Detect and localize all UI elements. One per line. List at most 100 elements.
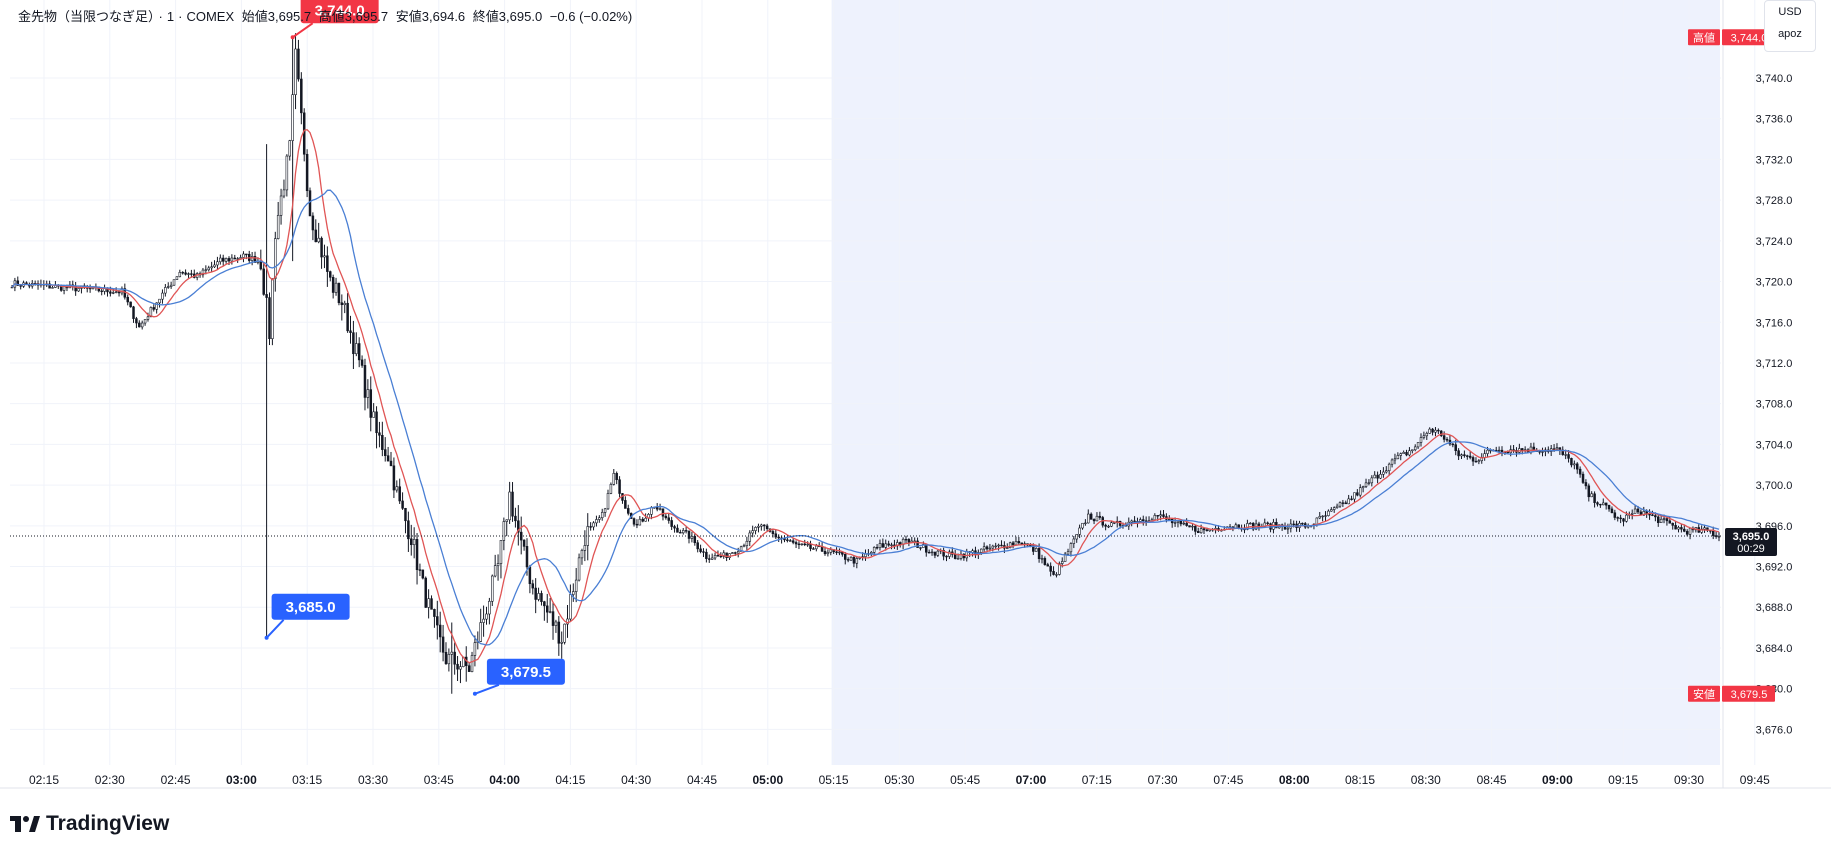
candle-body <box>1622 518 1625 522</box>
callout-text: 3,685.0 <box>286 599 336 616</box>
candle-body <box>982 546 986 550</box>
candle-body <box>612 473 616 485</box>
candle-body <box>493 565 497 577</box>
candle-body <box>673 526 676 529</box>
candle-body <box>1590 493 1593 498</box>
candle-body <box>731 552 734 554</box>
candle-body <box>314 229 318 243</box>
time-tick-label: 03:00 <box>226 773 257 787</box>
currency-box[interactable]: USD apoz <box>1764 0 1816 52</box>
candle-body <box>250 256 254 261</box>
candle-body <box>699 548 702 552</box>
candle-body <box>201 269 205 276</box>
candle-body <box>1570 458 1573 466</box>
candle-body <box>1034 548 1038 552</box>
candle-body <box>1651 514 1654 516</box>
candle-body <box>1179 520 1183 525</box>
candle-body <box>994 545 997 548</box>
callout-box <box>271 593 350 620</box>
candle-body <box>809 543 812 549</box>
candle-body <box>149 307 153 318</box>
candle-body <box>129 301 132 308</box>
low-marker-label: 安値 <box>1693 687 1715 701</box>
candle-body <box>378 432 381 436</box>
candle-body <box>479 622 482 642</box>
candle-body <box>459 666 462 670</box>
candle-body <box>774 533 778 538</box>
candle-body <box>1633 508 1637 514</box>
candle-body <box>1564 454 1567 456</box>
candle-body <box>635 523 639 526</box>
tradingview-logo[interactable]: TradingView <box>10 812 169 836</box>
candle-body <box>1390 459 1394 465</box>
candle-body <box>1445 439 1449 441</box>
candle-body <box>496 563 500 566</box>
candle-body <box>430 598 433 610</box>
candle-body <box>1468 455 1472 458</box>
candle-body <box>433 609 436 617</box>
price-tick-label: 3,736.0 <box>1756 114 1793 126</box>
candle-body <box>1625 514 1628 522</box>
candle-body <box>187 273 190 275</box>
candle-body <box>1185 522 1188 526</box>
candle-body <box>1659 518 1663 523</box>
candle-body <box>1648 513 1651 516</box>
candle-body <box>650 507 653 515</box>
candle-body <box>815 545 818 550</box>
candle-body <box>881 543 885 548</box>
candle-body <box>1668 520 1672 524</box>
time-tick-label: 05:00 <box>752 773 783 787</box>
close-value: 3,695.0 <box>498 9 543 24</box>
candle-body <box>1361 486 1365 489</box>
candle-body <box>734 552 737 554</box>
currency-label[interactable]: USD <box>1778 6 1802 18</box>
candle-body <box>346 302 349 332</box>
candle-body <box>323 255 326 258</box>
candle-body <box>407 520 410 540</box>
candle-body <box>427 598 430 608</box>
brand-name: TradingView <box>46 812 170 835</box>
candle-body <box>548 611 552 613</box>
candle-body <box>676 527 679 533</box>
candle-body <box>1344 502 1348 505</box>
candle-body <box>1358 487 1362 496</box>
price-tick-label: 3,684.0 <box>1756 643 1793 655</box>
moving-average-line <box>11 189 1720 646</box>
candle-body <box>930 551 934 554</box>
candle-body <box>1353 492 1356 500</box>
low-marker-value-bg <box>1722 685 1775 702</box>
candle-body <box>392 465 396 491</box>
candle-body <box>271 278 274 340</box>
candle-body <box>1477 460 1481 463</box>
candle-body <box>236 258 239 260</box>
candle-body <box>956 558 960 560</box>
candle-body <box>1286 527 1290 530</box>
candle-body <box>1104 524 1107 527</box>
candle-body <box>1113 522 1116 524</box>
candle-body <box>1011 542 1015 546</box>
candle-body <box>551 611 555 626</box>
price-tick-label: 3,724.0 <box>1756 236 1793 248</box>
candle-body <box>933 551 937 556</box>
candle-body <box>1434 429 1437 433</box>
candle-body <box>415 539 419 571</box>
candle-body <box>1058 563 1061 575</box>
candle-body <box>681 530 685 534</box>
candle-body <box>1387 463 1391 471</box>
interval[interactable]: 1 <box>166 9 175 24</box>
candle-body <box>135 318 138 324</box>
symbol-name[interactable]: 金先物（当限つなぎ足） <box>18 9 155 24</box>
candle-body <box>1205 529 1209 532</box>
time-tick-label: 07:45 <box>1213 773 1243 787</box>
candle-body <box>852 556 856 564</box>
candle-body <box>563 623 566 643</box>
candle-body <box>1092 519 1096 522</box>
candle-body <box>1335 505 1339 508</box>
candle-body <box>641 518 644 522</box>
candle-body <box>644 517 647 522</box>
candle-body <box>1069 543 1073 553</box>
candle-body <box>1156 515 1159 517</box>
candle-body <box>1402 452 1405 454</box>
candle-body <box>1437 429 1440 432</box>
